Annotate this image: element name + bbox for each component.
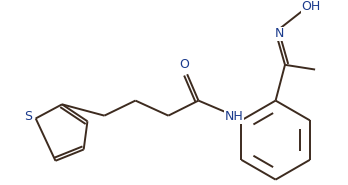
Text: NH: NH <box>225 110 244 123</box>
Text: S: S <box>24 110 32 123</box>
Text: N: N <box>275 27 284 40</box>
Text: OH: OH <box>302 0 321 13</box>
Text: O: O <box>180 58 189 71</box>
